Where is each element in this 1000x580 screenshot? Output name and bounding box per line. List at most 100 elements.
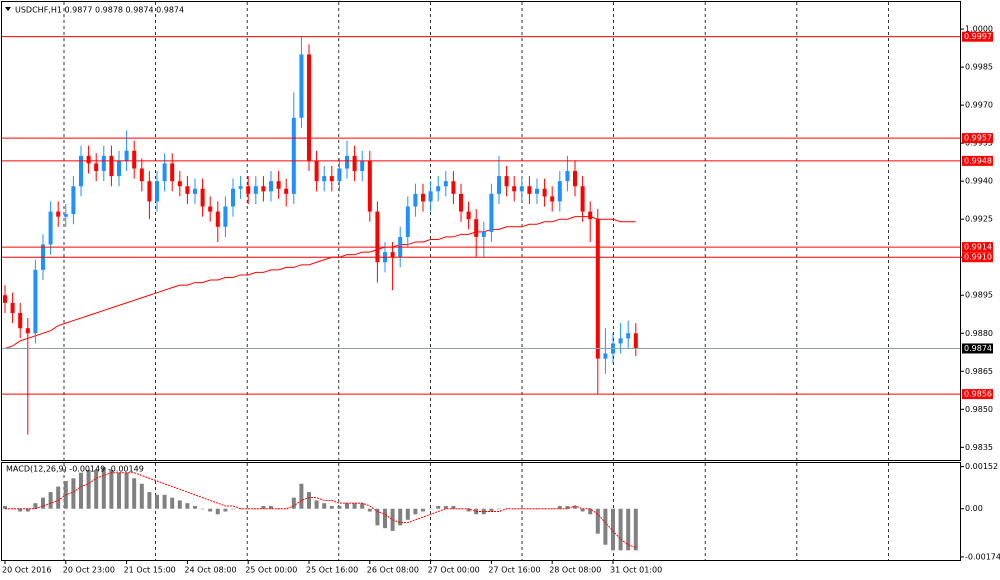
macd-bar xyxy=(94,469,99,509)
macd-bar xyxy=(41,497,45,509)
macd-bar xyxy=(291,497,296,509)
macd-bar xyxy=(337,505,342,509)
x-tick-label: 25 Oct 16:00 xyxy=(306,566,358,575)
signal-line xyxy=(5,472,636,548)
macd-bar xyxy=(139,483,144,509)
candle-body xyxy=(367,160,372,212)
macd-bar xyxy=(71,478,76,509)
candle-body xyxy=(231,188,235,207)
candle-body xyxy=(56,211,61,217)
candle-body xyxy=(421,193,425,202)
candle-body xyxy=(71,186,76,215)
y-tick-label: 0.00152 xyxy=(965,462,998,471)
macd-bar xyxy=(459,508,463,510)
level-label: 0.9910 xyxy=(964,253,992,262)
chart-title: USDCHF,H1 0.9877 0.9878 0.9874 0.9874 xyxy=(15,6,184,15)
macd-bar xyxy=(147,492,152,509)
macd-bar xyxy=(618,508,623,551)
y-tick-label: 0.9925 xyxy=(965,215,993,224)
macd-bar xyxy=(284,508,289,510)
candle-body xyxy=(626,333,631,339)
candle-body xyxy=(193,188,197,194)
y-tick-label: 1.0000 xyxy=(965,25,993,34)
macd-bar xyxy=(398,508,403,526)
candle-body xyxy=(155,181,159,202)
macd-bar xyxy=(565,505,570,509)
macd-bar xyxy=(208,508,213,512)
candle-body xyxy=(337,168,342,182)
macd-bar xyxy=(375,508,380,526)
menu-triangle[interactable] xyxy=(5,7,11,11)
y-tick-label: 0.9895 xyxy=(965,291,993,300)
candle-body xyxy=(375,211,380,263)
macd-bar xyxy=(269,505,273,509)
macd-bar xyxy=(512,508,517,510)
y-tick-label: 0.9865 xyxy=(965,367,993,376)
macd-bar xyxy=(109,469,114,509)
macd-bar xyxy=(466,508,471,512)
y-tick-label: -0.00174 xyxy=(965,552,1000,561)
macd-bar xyxy=(185,503,190,509)
candle-body xyxy=(352,155,357,172)
macd-bar xyxy=(79,472,83,509)
candle-body xyxy=(436,186,441,192)
candle-body xyxy=(443,181,448,187)
level-label-box xyxy=(962,31,993,42)
current-price-label: 0.9874 xyxy=(964,344,992,353)
candle-body xyxy=(185,186,190,194)
macd-bar xyxy=(155,494,159,509)
macd-bar xyxy=(405,508,410,520)
macd-bar xyxy=(557,505,562,509)
macd-title: MACD(12,26,9) -0.00149 -0.00149 xyxy=(6,465,144,474)
macd-bar xyxy=(314,500,319,509)
candle-body xyxy=(223,206,228,227)
level-label: 0.9856 xyxy=(964,390,992,399)
candle-body xyxy=(573,171,577,187)
candle-body xyxy=(253,186,258,194)
macd-bar xyxy=(33,503,38,509)
current-price-box xyxy=(962,343,993,354)
candle-body xyxy=(329,176,334,182)
level-label-box xyxy=(962,155,993,166)
macd-bar xyxy=(527,508,532,510)
candle-body xyxy=(238,186,243,189)
candle-body xyxy=(79,155,83,187)
y-tick-label: 0.9970 xyxy=(965,101,993,110)
candle-body xyxy=(101,155,106,172)
candle-body xyxy=(117,160,121,177)
macd-bar xyxy=(231,508,235,510)
candle-body xyxy=(246,186,251,194)
candle-body xyxy=(633,333,638,349)
candle-body xyxy=(33,269,38,334)
x-tick-label: 24 Oct 08:00 xyxy=(184,566,236,575)
y-tick-label: 0.00 xyxy=(965,504,983,513)
candle-body xyxy=(63,214,68,217)
candle-body xyxy=(527,186,532,194)
y-tick-label: 0.9940 xyxy=(965,177,993,186)
candle-body xyxy=(200,188,205,207)
candle-body xyxy=(276,181,281,189)
candle-body xyxy=(481,231,486,237)
candle-body xyxy=(489,193,494,232)
macd-bar xyxy=(200,508,205,510)
macd-bar xyxy=(124,472,129,509)
candle-body xyxy=(147,181,152,202)
candle-body xyxy=(580,186,585,212)
level-label: 0.9948 xyxy=(964,156,992,165)
candle-body xyxy=(291,117,296,194)
candle-body xyxy=(550,196,555,202)
level-label: 0.9914 xyxy=(964,243,992,252)
macd-bar xyxy=(86,469,91,509)
y-tick-label: 0.9850 xyxy=(965,405,993,414)
candle-body xyxy=(284,188,289,194)
candle-body xyxy=(162,163,167,182)
macd-bar xyxy=(451,505,456,509)
candle-body xyxy=(86,155,91,164)
candle-body xyxy=(124,150,129,161)
macd-bar xyxy=(299,483,304,509)
macd-bar xyxy=(48,492,53,509)
candle-body xyxy=(603,353,608,359)
y-tick-label: 0.9985 xyxy=(965,63,993,72)
candle-body xyxy=(405,206,410,237)
candle-body xyxy=(360,160,365,172)
